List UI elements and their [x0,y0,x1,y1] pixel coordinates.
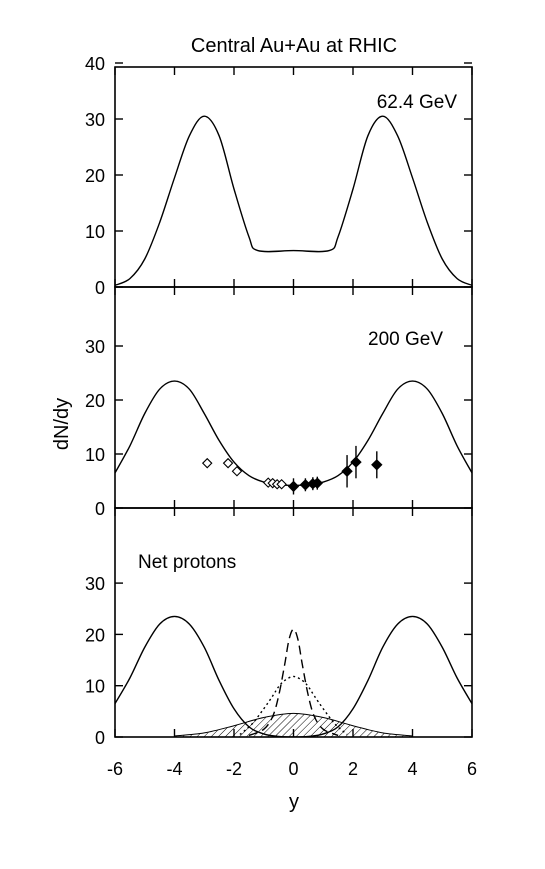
y-tick-label: 30 [85,110,105,130]
x-tick-label: 6 [467,759,477,779]
series-line-solid [115,115,472,286]
data-point-filled [311,477,324,489]
y-tick-label: 0 [95,728,105,748]
x-tick-label: -2 [226,759,242,779]
panel-frame [114,286,473,509]
y-tick-label: 10 [85,222,105,242]
plot-area [115,615,472,737]
panel-frame [114,507,473,738]
panel-annotation: 200 GeV [368,329,443,350]
series-line-dashed [248,628,339,737]
y-axis-label: dN/dy [51,398,73,450]
y-tick-label: 30 [85,574,105,594]
y-tick-label: 30 [85,337,105,357]
y-tick-label: 0 [95,278,105,298]
x-tick-label: -6 [107,759,123,779]
x-tick-label: 4 [407,759,417,779]
data-point-filled [350,456,362,468]
x-tick-label: 0 [288,759,298,779]
data-point-filled [287,480,300,493]
panel-top: 0 10 20 30 40 62.4 GeV [85,54,473,298]
data-point-open [222,457,234,469]
data-point-open [276,478,287,490]
y-tick-label: 0 [95,499,105,519]
data-point-open [201,457,213,469]
data-point-filled [371,459,383,471]
x-axis-label: y [289,791,299,813]
series-line-solid [115,380,472,487]
plot-area [115,380,472,495]
y-tick-label: 20 [85,625,105,645]
series-line-dotted [239,675,348,735]
figure-title: Central Au+Au at RHIC [191,35,397,57]
panel-middle: 0 10 20 30 200 GeV [85,286,473,519]
x-tick-label: -4 [166,759,182,779]
data-point-open [231,466,243,477]
y-tick-label: 20 [85,166,105,186]
y-tick-label: 10 [85,445,105,465]
panel-bottom: 0 10 20 30 -6 -4 -2 0 2 4 6 Net protons [85,507,477,779]
hatched-band [174,712,413,737]
y-tick-label: 20 [85,391,105,411]
data-point-filled [341,465,353,477]
y-tick-label: 40 [85,54,105,74]
x-tick-label: 2 [348,759,358,779]
plot-area [115,115,472,286]
series-line-solid [115,615,472,737]
y-tick-label: 10 [85,677,105,697]
panel-annotation: Net protons [138,552,236,573]
panel-annotation: 62.4 GeV [377,92,458,113]
